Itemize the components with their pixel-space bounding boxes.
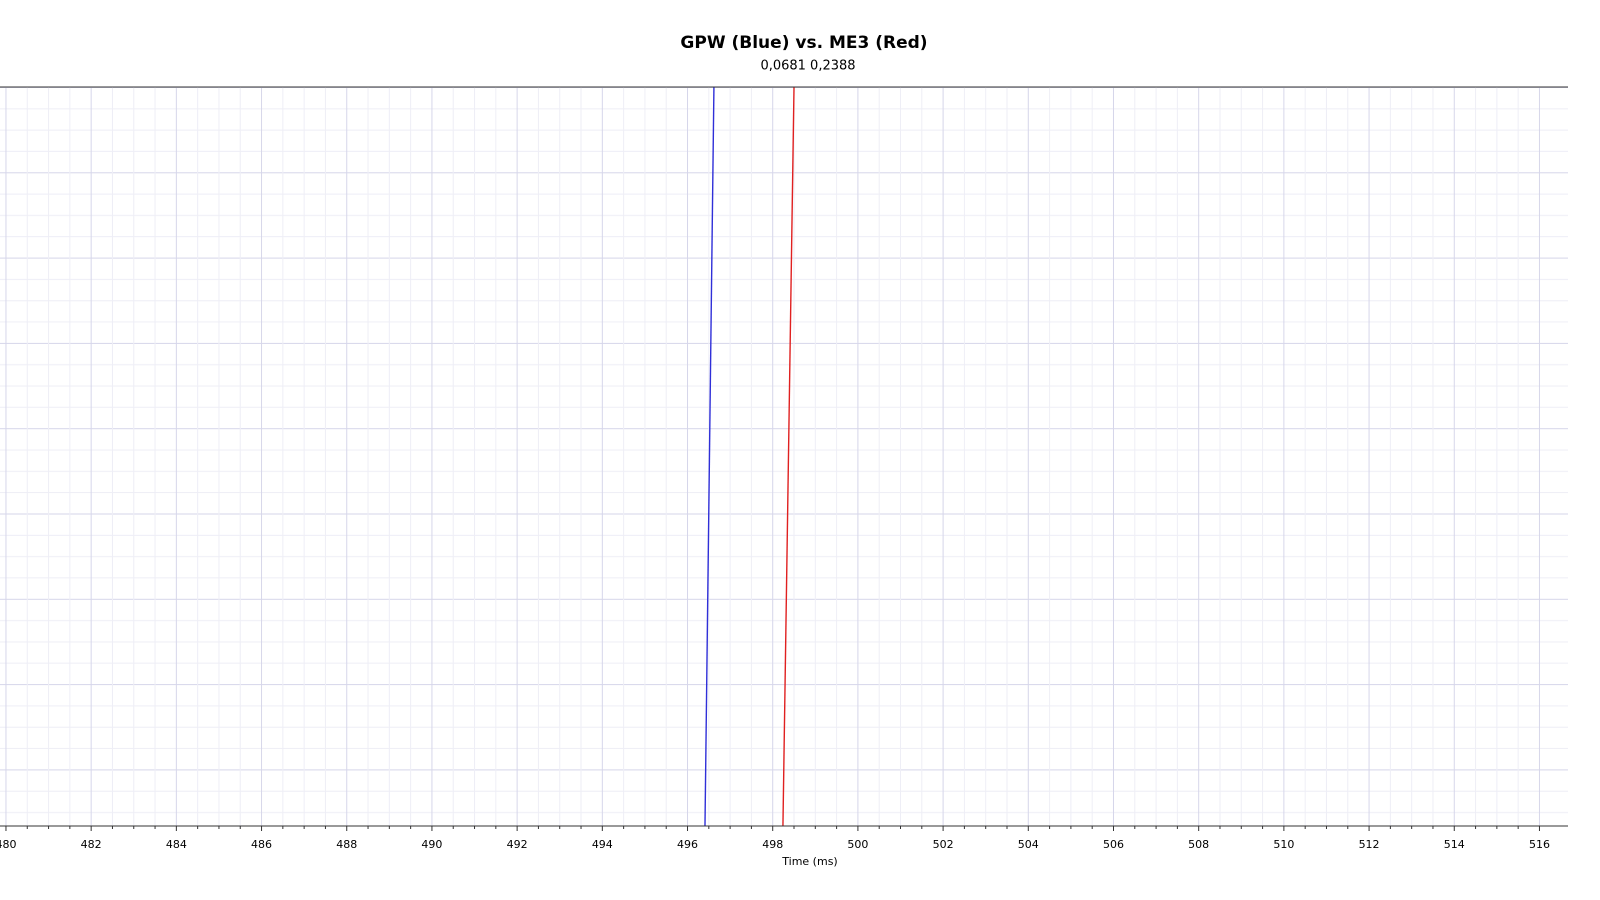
x-tick-label: 502: [933, 838, 954, 851]
x-tick-label: 504: [1018, 838, 1039, 851]
chart-title: GPW (Blue) vs. ME3 (Red): [680, 33, 927, 53]
vertical-grid: [5, 87, 1540, 826]
x-tick-label: 494: [592, 838, 613, 851]
x-tick-label: 508: [1188, 838, 1209, 851]
plot-lines: [704, 87, 795, 826]
x-tick-label: 486: [251, 838, 272, 851]
x-tick-label: 506: [1103, 838, 1124, 851]
x-tick-label: 500: [847, 838, 868, 851]
chart-subtitle: 0,0681 0,2388: [760, 59, 855, 74]
x-tick-label: 480: [0, 838, 16, 851]
x-tick-label: 496: [677, 838, 698, 851]
x-tick-label: 492: [507, 838, 528, 851]
x-tick-label: 514: [1444, 838, 1465, 851]
x-tick-label: 488: [336, 838, 357, 851]
x-tick-label: 490: [421, 838, 442, 851]
x-tick-label: 510: [1273, 838, 1294, 851]
x-tick-label: 512: [1359, 838, 1380, 851]
x-ticks: 480 482 484 486 488 490 492 494 496 498 500 502 504 5…: [0, 826, 1550, 851]
x-tick-label: 516: [1529, 838, 1550, 851]
series-line: [704, 87, 715, 826]
x-tick-label: 484: [166, 838, 187, 851]
x-tick-label: 482: [81, 838, 102, 851]
x-tick-label: 498: [762, 838, 783, 851]
series-line: [782, 87, 795, 826]
x-axis-label: Time (ms): [781, 855, 837, 868]
